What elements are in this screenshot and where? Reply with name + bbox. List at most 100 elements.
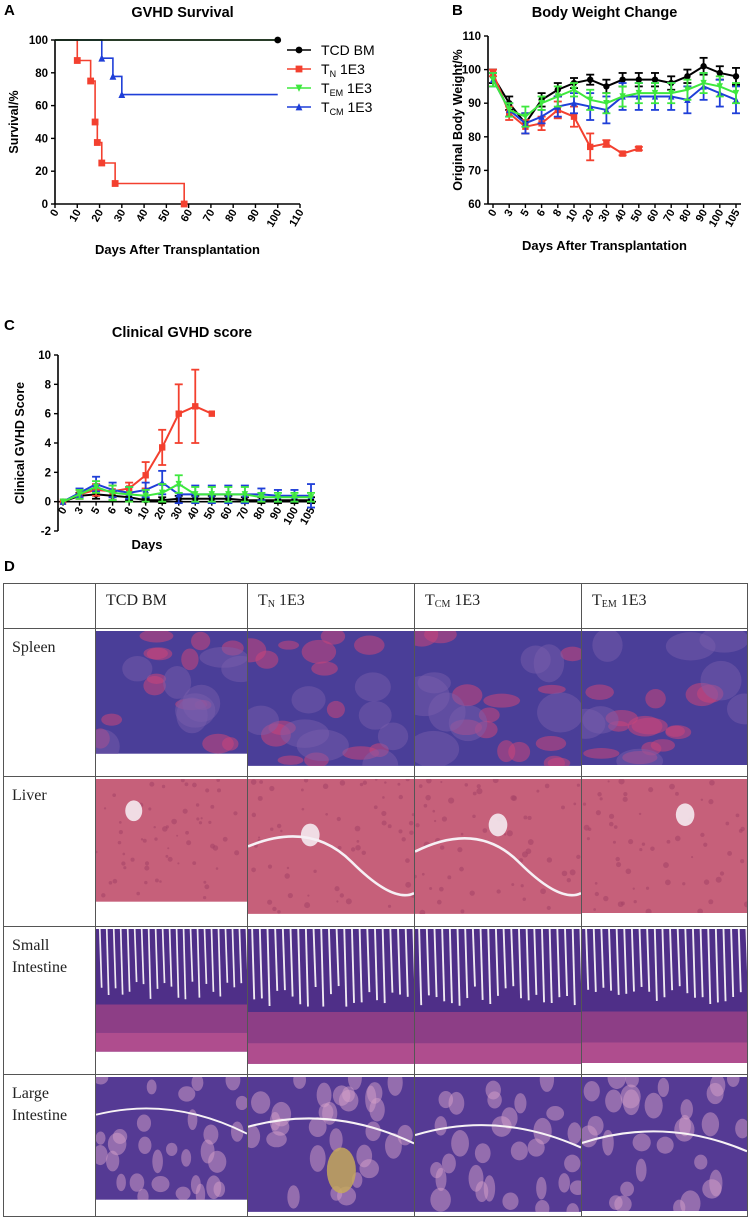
series-line-tn [492, 72, 640, 155]
survival-marker-tcm [118, 90, 126, 99]
panel-label-c: C [4, 317, 15, 334]
x-tick-label: 90 [246, 208, 263, 225]
x-tick-label: 6 [535, 208, 548, 219]
survival-marker-tcm [109, 72, 117, 80]
data-point-tem [241, 491, 249, 499]
histology-header-row: TCD BM TN 1E3 TCM 1E3 TEM 1E3 [3, 583, 748, 629]
data-point-tem [522, 113, 529, 121]
data-point-tem [668, 89, 675, 97]
x-axis-label: Days After Transplantation [95, 242, 260, 257]
column-header-tcd: TCD BM [95, 583, 248, 629]
legend-marker-tcm [295, 103, 303, 111]
data-point-tn [175, 410, 182, 417]
micrograph-image [96, 1077, 247, 1200]
micrograph-large-tem [581, 1074, 748, 1217]
y-tick-label: 8 [45, 379, 52, 391]
y-tick-label: 80 [468, 132, 481, 144]
y-tick-label: 4 [45, 438, 52, 450]
micrograph-small-tn [247, 926, 415, 1075]
data-point-tem [635, 89, 642, 97]
data-point-tn [159, 444, 166, 451]
data-point-tcm [175, 490, 182, 498]
x-tick-label: 60 [179, 208, 196, 225]
micrograph-liver-tcd [95, 776, 248, 927]
x-tick-label: 50 [629, 208, 646, 225]
histology-row-liver: Liver [3, 776, 748, 927]
survival-marker-tn [180, 200, 188, 208]
micrograph-image [582, 779, 747, 914]
x-tick-label: 50 [156, 208, 173, 225]
y-tick-label: 60 [468, 199, 481, 211]
data-point-tem [59, 498, 67, 506]
histology-table: TCD BM TN 1E3 TCM 1E3 TEM 1E3 Spleen Liv… [3, 583, 748, 1217]
data-point-tem [291, 494, 298, 501]
survival-marker-tn [98, 159, 106, 167]
x-tick-label: 40 [613, 208, 630, 225]
micrograph-small-tcd [95, 926, 248, 1075]
x-tick-label: 5 [89, 505, 102, 516]
data-point-tem [175, 480, 182, 488]
micrograph-small-tcm [414, 926, 582, 1075]
micrograph-large-tcm [414, 1074, 582, 1217]
y-tick-label: 0 [45, 497, 51, 509]
micrograph-large-tcd [95, 1074, 248, 1217]
legend-marker-tem [295, 84, 303, 92]
y-tick-label: 100 [29, 35, 48, 47]
histology-corner-cell [3, 583, 96, 629]
x-tick-label: 30 [169, 505, 186, 522]
y-tick-label: 60 [35, 101, 48, 113]
x-tick-label: 6 [106, 505, 119, 516]
y-axis-label: Original Body Weight/% [451, 49, 465, 190]
micrograph-image [96, 929, 247, 1052]
data-point-tem [489, 76, 497, 84]
data-point-tem [554, 93, 561, 101]
x-tick-label: 20 [580, 208, 597, 225]
micrograph-image [96, 779, 247, 902]
survival-marker-tcm [98, 54, 106, 62]
data-point-tem [258, 494, 265, 501]
histology-row-large-intestine: Large Intestine [3, 1074, 748, 1217]
x-tick-label: 70 [201, 208, 218, 225]
data-point-tem [732, 89, 740, 97]
legend-marker-tcd [295, 46, 303, 54]
x-tick-label: 50 [202, 505, 219, 522]
data-point-tem [684, 86, 691, 94]
y-tick-label: 100 [462, 65, 481, 77]
micrograph-large-tn [247, 1074, 415, 1217]
survival-line-tcm [55, 39, 278, 96]
series-line-tcm [492, 79, 737, 125]
x-tick-label: 30 [596, 208, 613, 225]
column-header-tn: TN 1E3 [247, 583, 415, 629]
x-tick-label: 80 [677, 208, 694, 225]
data-point-tem [538, 100, 545, 107]
data-point-tcd [700, 63, 707, 70]
survival-marker-tn [91, 118, 99, 126]
x-tick-label: 70 [235, 505, 252, 522]
micrograph-image [582, 631, 747, 766]
x-tick-label: 105 [298, 505, 318, 527]
y-tick-label: 0 [42, 199, 48, 211]
data-point-tem [109, 489, 116, 497]
histology-row-small-intestine: Small Intestine [3, 926, 748, 1075]
data-point-tem [225, 491, 232, 499]
chart-title: Clinical GVHD score [112, 325, 252, 341]
data-point-tcd [732, 73, 740, 80]
y-tick-label: 40 [35, 133, 48, 145]
x-tick-label: 0 [56, 505, 69, 516]
data-point-tem [92, 483, 100, 491]
x-tick-label: 60 [645, 208, 662, 225]
x-tick-label: 100 [707, 208, 727, 230]
data-point-tem [159, 489, 166, 497]
survival-marker-tn [73, 57, 81, 64]
histology-row-spleen: Spleen [3, 628, 748, 777]
data-point-tcm [570, 99, 578, 107]
x-axis-label: Days [131, 537, 162, 552]
micrograph-spleen-tn [247, 628, 415, 777]
data-point-tem [76, 491, 83, 499]
chart-title: Body Weight Change [532, 5, 678, 21]
x-tick-label: 40 [185, 505, 202, 522]
row-label-spleen: Spleen [3, 628, 96, 777]
